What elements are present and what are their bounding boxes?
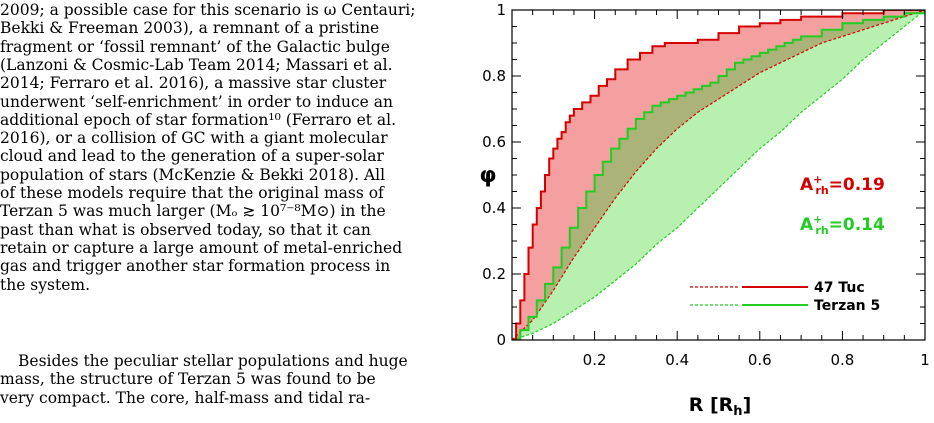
paragraph-line: cloud and lead to the generation of a su… bbox=[0, 147, 384, 166]
y-axis-label: φ bbox=[479, 163, 496, 188]
paragraph-line: of these models require that the origina… bbox=[0, 184, 384, 202]
y-tick-label: 1 bbox=[496, 1, 506, 19]
paragraph-line: Besides the peculiar stellar populations… bbox=[18, 352, 408, 370]
legend-label: Terzan 5 bbox=[814, 298, 880, 314]
legend-label: 47 Tuc bbox=[814, 280, 865, 296]
paragraph-line: the system. bbox=[0, 275, 91, 294]
paragraph-line: mass, the structure of Terzan 5 was foun… bbox=[0, 370, 376, 389]
x-tick-label: 1 bbox=[920, 351, 930, 369]
y-tick-label: 0.2 bbox=[482, 265, 506, 283]
annotation-label: A+ rh=0.14 bbox=[800, 213, 885, 237]
paragraph-line: additional epoch of star formation¹⁰ (Fe… bbox=[0, 110, 397, 129]
paragraph-line: Bekki & Freeman 2003), a remnant of a pr… bbox=[0, 19, 380, 38]
paragraph-line: fragment or ‘fossil remnant’ of the Gala… bbox=[0, 37, 390, 56]
x-tick-label: 0.4 bbox=[665, 351, 689, 369]
terzan-uniform-curve bbox=[512, 10, 925, 340]
y-tick-label: 0 bbox=[496, 331, 506, 349]
x-tick-label: 0.8 bbox=[830, 351, 854, 369]
paragraph-line: 2009; a possible case for this scenario … bbox=[0, 1, 416, 19]
y-tick-label: 0.8 bbox=[482, 67, 506, 85]
annotation-label: A+ rh=0.19 bbox=[800, 173, 885, 197]
y-tick-label: 0.6 bbox=[482, 133, 506, 151]
x-tick-label: 0.6 bbox=[748, 351, 772, 369]
paragraph-line: (Lanzoni & Cosmic-Lab Team 2014; Massari… bbox=[0, 55, 393, 74]
paragraph-line: Terzan 5 was much larger (Mₒ ≳ 10⁷⁻⁸M⊙) … bbox=[0, 202, 386, 221]
terzan-fill bbox=[512, 10, 925, 340]
paragraph-line: gas and trigger another star formation p… bbox=[0, 257, 391, 276]
paragraph-line: population of stars (McKenzie & Bekki 20… bbox=[0, 165, 386, 184]
tuc-fill bbox=[512, 10, 925, 340]
figure: 0.2 0.4 0.6 0.8 1 0 0.2 0.4 0.6 0.8 1 φ R [Rh] A+ r… bbox=[478, 0, 934, 419]
cdf-chart: 0.2 0.4 0.6 0.8 1 0 0.2 0.4 0.6 0.8 1 φ R [Rh] A+ r… bbox=[479, 1, 930, 419]
tuc-step-curve bbox=[512, 10, 925, 340]
text-column: 2009; a possible case for this scenario … bbox=[0, 1, 416, 407]
terzan-step-curve bbox=[512, 10, 925, 340]
paragraph-line: underwent ‘self-enrichment’ in order to … bbox=[0, 92, 393, 111]
x-axis-label: R [Rh] bbox=[689, 394, 752, 419]
paragraph-line: 2016), or a collision of GC with a giant… bbox=[0, 129, 388, 148]
x-tick-label: 0.2 bbox=[583, 351, 607, 369]
y-tick-label: 0.4 bbox=[482, 199, 506, 217]
paragraph-line: retain or capture a large amount of meta… bbox=[0, 238, 403, 257]
paragraph-line: past than what is observed today, so tha… bbox=[0, 220, 371, 239]
paragraph-line: 2014; Ferraro et al. 2016), a massive st… bbox=[0, 74, 387, 93]
paragraph-line: very compact. The core, half-mass and ti… bbox=[0, 388, 371, 407]
tuc-uniform-curve bbox=[512, 10, 925, 340]
